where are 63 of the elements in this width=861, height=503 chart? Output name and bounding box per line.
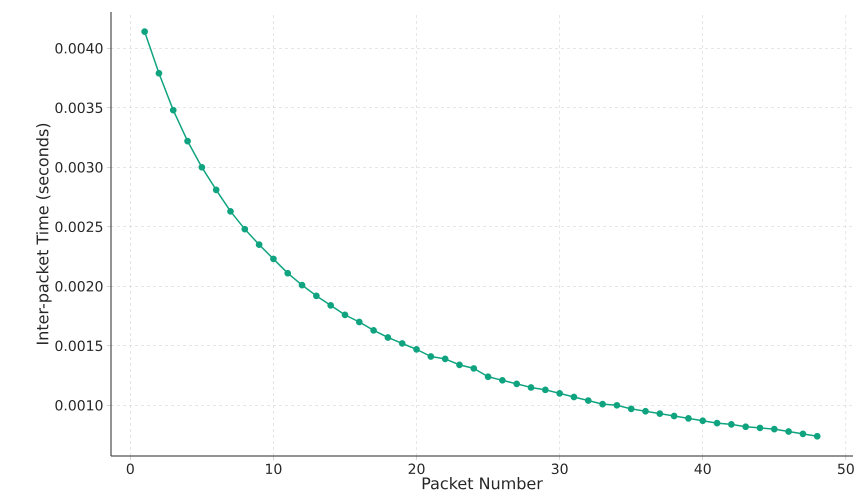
point <box>499 376 506 384</box>
y-tick-label: 0.0040 <box>55 42 103 54</box>
point <box>470 365 478 372</box>
point <box>484 373 492 380</box>
point <box>184 138 191 144</box>
point <box>614 402 620 409</box>
point <box>241 226 248 233</box>
point <box>413 346 420 353</box>
point <box>313 292 320 300</box>
point <box>685 415 692 422</box>
y-tick-label: 0.0020 <box>55 280 103 292</box>
point <box>212 186 220 194</box>
point <box>298 282 306 288</box>
point <box>442 356 449 362</box>
x-tick-label: 40 <box>694 464 711 474</box>
point <box>384 334 392 341</box>
point <box>628 406 635 412</box>
point <box>599 400 606 408</box>
point <box>513 380 520 388</box>
point <box>570 394 578 400</box>
point <box>342 312 348 318</box>
point <box>170 106 177 114</box>
point <box>156 70 162 77</box>
point <box>642 408 649 415</box>
x-tick-label: 50 <box>838 464 854 474</box>
y-tick-label: 0.0035 <box>55 102 102 114</box>
y-tick-label: 0.0015 <box>55 340 102 352</box>
point <box>699 417 706 424</box>
y-axis-title: Inter-packet Time (seconds) <box>36 124 52 344</box>
point <box>814 432 821 440</box>
point <box>542 386 549 394</box>
point <box>584 397 592 404</box>
point <box>370 326 377 334</box>
x-tick-label: 30 <box>552 464 568 474</box>
point <box>528 384 534 391</box>
point <box>270 256 277 262</box>
point <box>656 410 664 417</box>
x-tick-label: 10 <box>266 464 282 474</box>
point <box>327 302 334 309</box>
point <box>785 428 792 435</box>
point <box>714 420 720 427</box>
point <box>456 361 463 368</box>
point <box>742 423 750 430</box>
y-tick-label: 0.0010 <box>55 400 103 411</box>
point <box>427 353 434 360</box>
point <box>398 340 406 347</box>
point <box>728 420 735 428</box>
x-axis-title: Packet Number <box>422 476 543 490</box>
point <box>800 430 806 438</box>
point <box>256 241 262 248</box>
x-tick-label: 20 <box>408 464 425 474</box>
point <box>227 208 234 215</box>
point <box>670 412 678 420</box>
point <box>198 164 206 171</box>
x-tick-label: 0 <box>126 464 134 474</box>
point <box>556 390 563 397</box>
point <box>356 318 363 326</box>
point <box>141 28 148 35</box>
point <box>284 270 292 277</box>
point <box>756 424 764 432</box>
y-tick-label: 0.0025 <box>55 221 102 232</box>
point <box>770 426 778 432</box>
y-tick-label: 0.0030 <box>55 162 103 173</box>
